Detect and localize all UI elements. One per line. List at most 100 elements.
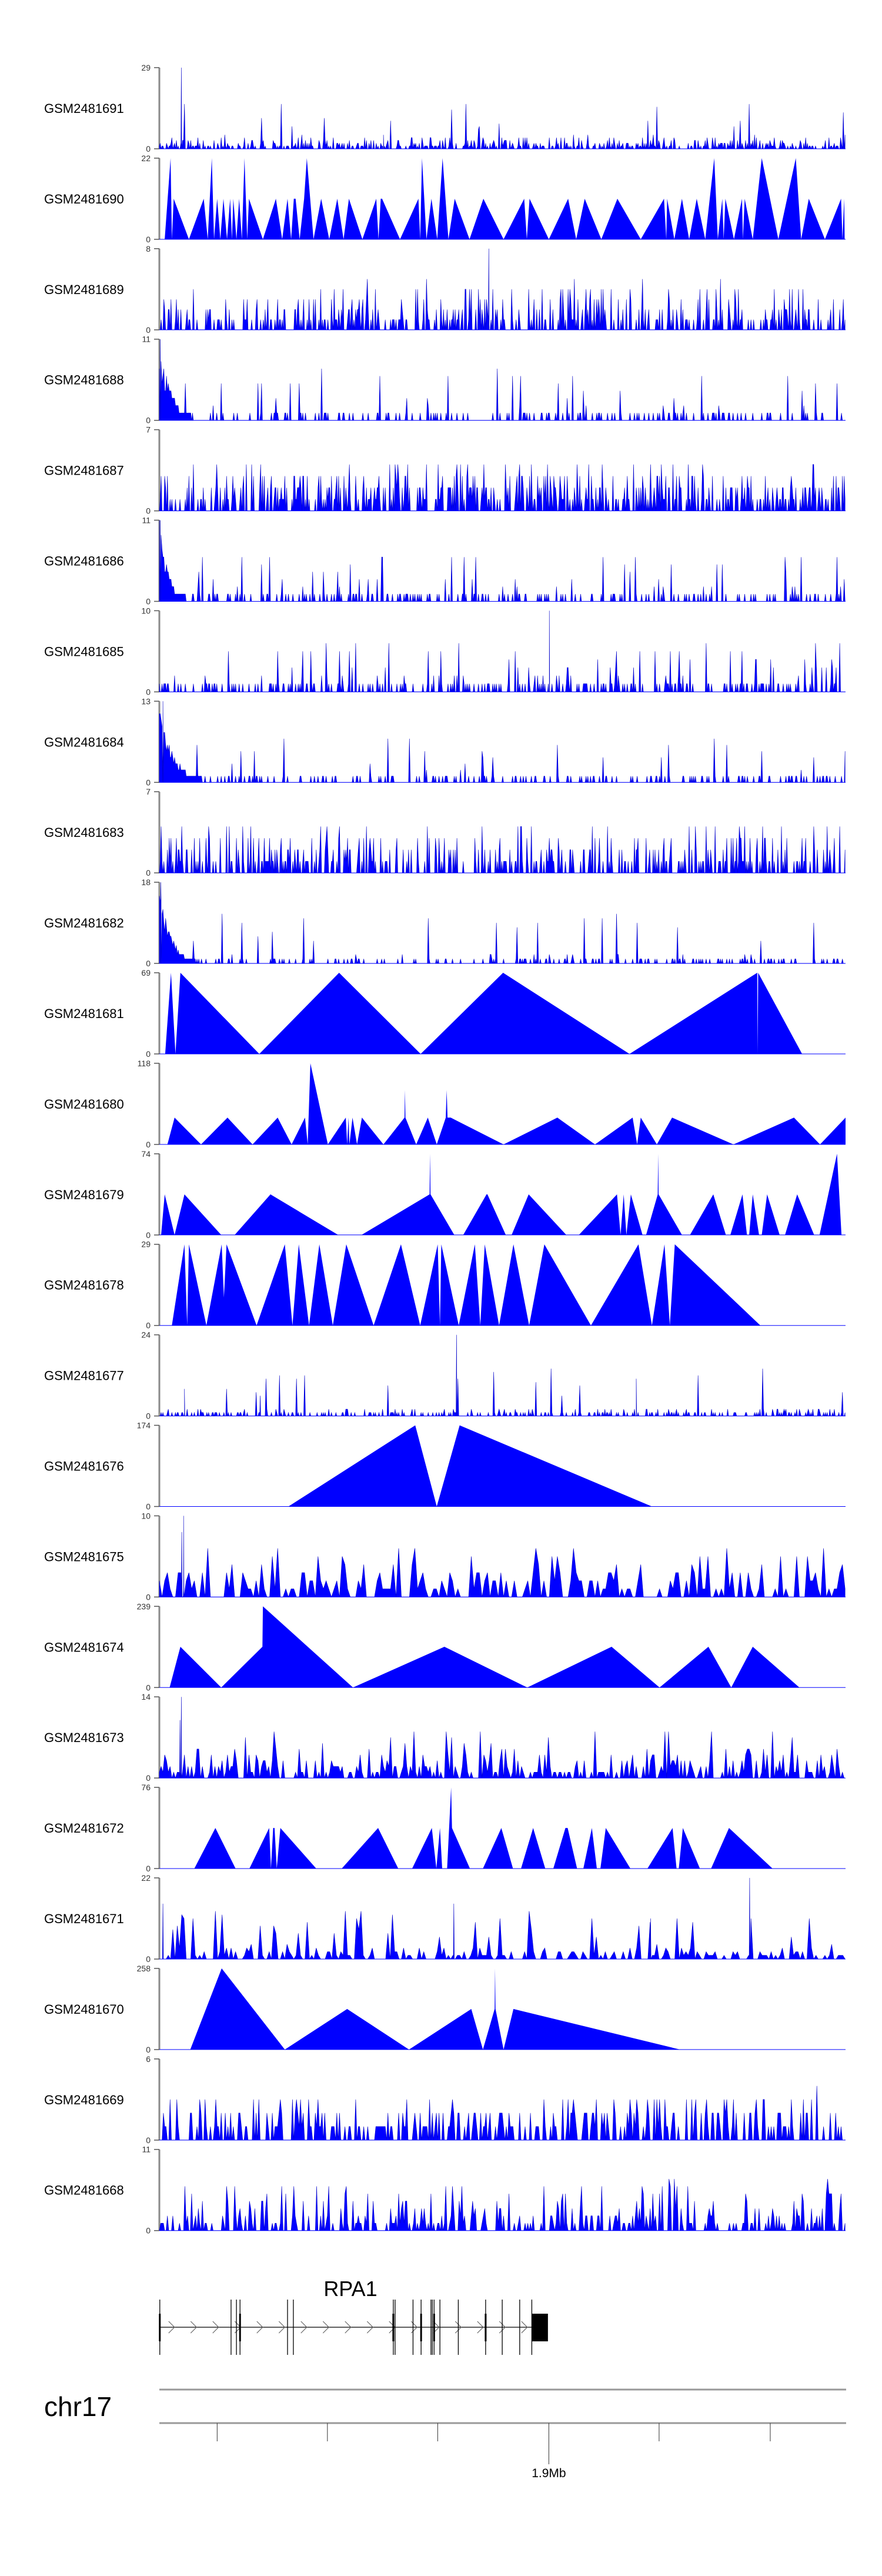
signal-area: [159, 248, 846, 331]
signal-area: [159, 1697, 845, 1779]
signal-area: [159, 464, 846, 511]
y-min-label: 0: [146, 1954, 151, 1964]
y-min-label: 0: [146, 506, 151, 516]
y-min-label: 0: [146, 1049, 151, 1059]
y-min-label: 0: [146, 959, 151, 968]
y-max-label: 10: [141, 606, 151, 615]
signal-area: [159, 520, 846, 602]
signal-area: [159, 1334, 846, 1417]
strand-arrow-icon: [477, 2321, 484, 2334]
y-min-label: 0: [146, 2045, 151, 2054]
track-label: GSM2481672: [44, 1821, 124, 1836]
gene-model-RPA1[interactable]: [159, 2300, 548, 2355]
signal-area: [165, 973, 803, 1054]
y-min-label: 0: [146, 1230, 151, 1240]
strand-arrow-icon: [190, 2321, 198, 2334]
track-GSM2481689: GSM2481689 8 0: [44, 244, 846, 335]
y-max-label: 11: [142, 335, 151, 344]
track-label: GSM2481680: [44, 1097, 124, 1112]
track-GSM2481677: GSM2481677 24 0: [44, 1330, 846, 1421]
y-min-label: 0: [146, 416, 151, 425]
y-min-label: 0: [146, 868, 151, 877]
track-label: GSM2481675: [44, 1549, 124, 1564]
track-label: GSM2481691: [44, 101, 124, 116]
signal-area: [161, 1153, 842, 1235]
y-min-label: 0: [146, 1864, 151, 1873]
y-max-label: 7: [146, 425, 151, 435]
track-label: GSM2481676: [44, 1459, 124, 1474]
y-max-label: 69: [141, 968, 151, 977]
y-max-label: 118: [138, 1059, 151, 1068]
track-GSM2481683: GSM2481683 7 0: [44, 787, 846, 877]
y-max-label: 74: [141, 1149, 151, 1159]
y-max-label: 174: [137, 1421, 151, 1430]
track-label: GSM2481685: [44, 644, 124, 659]
track-GSM2481669: GSM2481669 6 0: [44, 2054, 846, 2145]
coding-exon: [485, 2314, 487, 2341]
y-max-label: 239: [137, 1601, 151, 1611]
signal-area: [194, 1787, 773, 1869]
coding-exon: [392, 2314, 395, 2341]
track-GSM2481688: GSM2481688 11 0: [44, 335, 846, 425]
y-min-label: 0: [146, 778, 151, 787]
y-min-label: 0: [146, 1140, 151, 1149]
track-GSM2481682: GSM2481682 18 0: [44, 877, 846, 968]
y-min-label: 0: [146, 1412, 151, 1421]
track-label: GSM2481674: [44, 1640, 124, 1654]
y-max-label: 24: [141, 1330, 151, 1340]
strand-arrow-icon: [322, 2321, 330, 2334]
y-min-label: 0: [146, 597, 151, 606]
coding-exon: [159, 2314, 161, 2341]
y-min-label: 0: [146, 1321, 151, 1330]
gene-label: RPA1: [323, 2277, 377, 2301]
track-GSM2481691: GSM2481691 29 0: [44, 63, 846, 154]
signal-area: [159, 701, 846, 783]
y-max-label: 11: [142, 2145, 151, 2154]
track-label: GSM2481678: [44, 1278, 124, 1293]
signal-area: [159, 1877, 846, 1960]
track-GSM2481684: GSM2481684 13 0: [44, 696, 846, 787]
strand-arrow-icon: [366, 2321, 374, 2334]
track-GSM2481681: GSM2481681 69 0: [44, 968, 846, 1059]
signal-area: [159, 67, 846, 150]
track-GSM2481671: GSM2481671 22 0: [44, 1873, 846, 1964]
track-GSM2481670: GSM2481670 258 0: [44, 1964, 846, 2054]
y-max-label: 10: [141, 1511, 151, 1520]
track-label: GSM2481669: [44, 2093, 124, 2107]
gene-track: RPA1: [159, 2277, 548, 2355]
strand-arrow-icon: [455, 2321, 462, 2334]
track-label: GSM2481682: [44, 916, 124, 930]
track-label: GSM2481683: [44, 825, 124, 840]
track-GSM2481675: GSM2481675 10 0: [44, 1511, 846, 1601]
track-label: GSM2481684: [44, 735, 124, 749]
y-max-label: 7: [146, 787, 151, 796]
track-GSM2481678: GSM2481678 29 0: [44, 1240, 846, 1330]
y-max-label: 8: [146, 244, 151, 253]
y-min-label: 0: [146, 235, 151, 244]
y-max-label: 11: [142, 516, 151, 525]
y-min-label: 0: [146, 2226, 151, 2235]
y-max-label: 29: [141, 63, 151, 72]
y-min-label: 0: [146, 144, 151, 154]
y-min-label: 0: [146, 687, 151, 696]
y-max-label: 13: [141, 696, 151, 706]
chromosome-label: chr17: [44, 2391, 112, 2422]
track-GSM2481676: GSM2481676 174 0: [44, 1421, 846, 1511]
strand-arrow-icon: [300, 2321, 308, 2334]
track-label: GSM2481687: [44, 463, 124, 478]
track-GSM2481668: GSM2481668 11 0: [44, 2145, 846, 2235]
signal-area: [288, 1425, 652, 1507]
signal-area: [159, 2178, 846, 2231]
track-label: GSM2481688: [44, 373, 124, 388]
y-max-label: 22: [141, 1873, 151, 1883]
signal-area: [169, 1606, 800, 1688]
track-label: GSM2481690: [44, 192, 124, 206]
track-label: GSM2481671: [44, 1911, 124, 1926]
signal-area: [165, 158, 845, 239]
y-max-label: 29: [141, 1240, 151, 1249]
track-label: GSM2481670: [44, 2002, 124, 2017]
track-label: GSM2481689: [44, 282, 124, 297]
track-label: GSM2481686: [44, 554, 124, 569]
ruler-ticks: [216, 2423, 771, 2464]
